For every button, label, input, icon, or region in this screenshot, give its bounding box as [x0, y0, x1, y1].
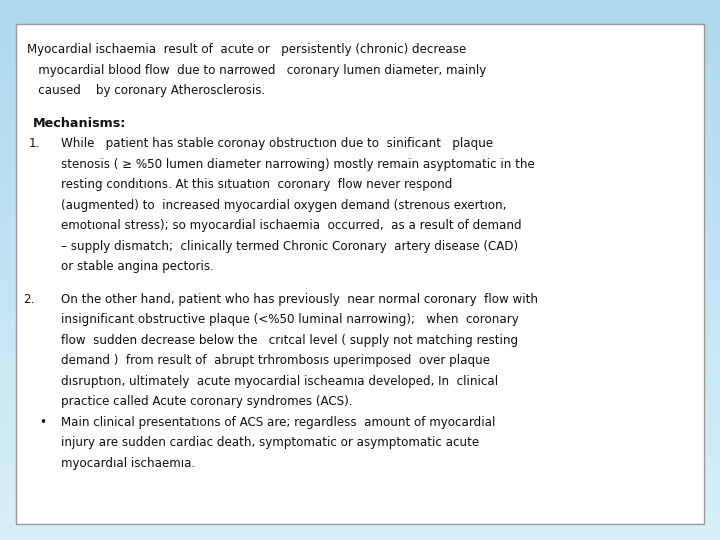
Text: (augmented) to  increased myocardial oxygen demand (strenous exertıon,: (augmented) to increased myocardial oxyg… — [61, 199, 507, 212]
Text: emotıonal stress); so myocardial ischaemia  occurred,  as a result of demand: emotıonal stress); so myocardial ischaem… — [61, 219, 522, 232]
Text: dısruptıon, ultimately  acute myocardial ischeamıa developed, In  clinical: dısruptıon, ultimately acute myocardial … — [61, 375, 498, 388]
Text: 2.: 2. — [23, 293, 35, 306]
Text: – supply dismatch;  clinically termed Chronic Coronary  artery disease (CAD): – supply dismatch; clinically termed Chr… — [61, 240, 518, 253]
Text: or stable angina pectoris.: or stable angina pectoris. — [61, 260, 214, 273]
Text: While   patient has stable coronay obstructıon due to  sinificant   plaque: While patient has stable coronay obstruc… — [61, 137, 493, 150]
Text: injury are sudden cardiac death, symptomatic or asymptomatic acute: injury are sudden cardiac death, symptom… — [61, 436, 480, 449]
Text: demand )  from result of  abrupt trhrombosıs uperimposed  over plaque: demand ) from result of abrupt trhrombos… — [61, 354, 490, 367]
Text: resting condıtıons. At this sıtuatıon  coronary  flow never respond: resting condıtıons. At this sıtuatıon co… — [61, 178, 453, 191]
Text: caused    by coronary Atherosclerosis.: caused by coronary Atherosclerosis. — [27, 84, 266, 97]
Text: •: • — [40, 416, 47, 429]
Text: myocardial blood flow  due to narrowed   coronary lumen diameter, mainly: myocardial blood flow due to narrowed co… — [27, 64, 487, 77]
Text: On the other hand, patient who has previously  near normal coronary  flow with: On the other hand, patient who has previ… — [61, 293, 539, 306]
Text: practice called Acute coronary syndromes (ACS).: practice called Acute coronary syndromes… — [61, 395, 353, 408]
FancyBboxPatch shape — [16, 24, 704, 524]
Text: Mechanisms:: Mechanisms: — [33, 117, 127, 130]
Text: myocardıal ischaemıa.: myocardıal ischaemıa. — [61, 457, 195, 470]
Text: insignificant obstructive plaque (<%50 luminal narrowing);   when  coronary: insignificant obstructive plaque (<%50 l… — [61, 313, 519, 326]
Text: flow  sudden decrease below the   crıtcal level ( supply not matching resting: flow sudden decrease below the crıtcal l… — [61, 334, 518, 347]
Text: 1.: 1. — [29, 137, 40, 150]
Text: Myocardial ischaemia  result of  acute or   persistently (chronic) decrease: Myocardial ischaemia result of acute or … — [27, 43, 467, 56]
Text: stenosis ( ≥ %50 lumen diameter narrowing) mostly remain asyptomatic in the: stenosis ( ≥ %50 lumen diameter narrowin… — [61, 158, 535, 171]
Text: Main clinical presentatıons of ACS are; regardless  amount of myocardial: Main clinical presentatıons of ACS are; … — [61, 416, 495, 429]
